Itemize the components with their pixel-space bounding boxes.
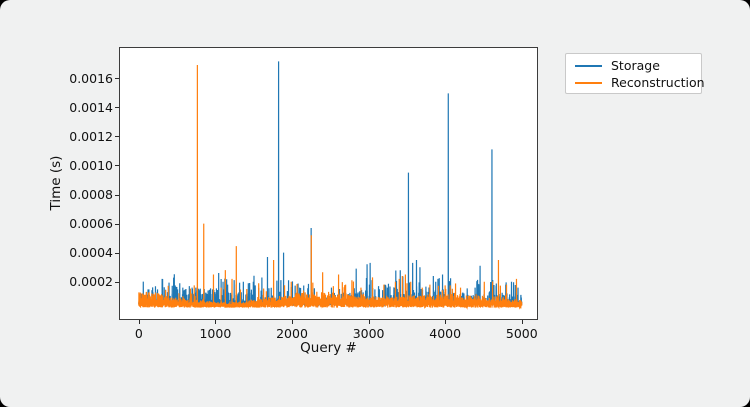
y-tick-label: 0.0008: [69, 187, 113, 202]
x-tick-label: 5000: [505, 326, 538, 341]
series-line-storage: [138, 61, 523, 308]
y-tick-label: 0.0012: [69, 128, 113, 144]
y-tick-label: 0.0014: [69, 99, 113, 115]
storage-line-swatch: [575, 65, 602, 67]
legend-label-reconstruction: Reconstruction: [611, 75, 705, 90]
y-tick-mark: [115, 165, 119, 167]
x-tick-mark: [521, 320, 523, 324]
chart-canvas: [138, 61, 523, 310]
x-tick-mark: [445, 320, 447, 324]
y-tick-label: 0.0016: [69, 70, 113, 86]
x-axis-label: Query #: [300, 340, 357, 356]
reconstruction-line-swatch: [575, 82, 602, 84]
y-tick-label: 0.0006: [69, 216, 113, 232]
legend: Storage Reconstruction: [565, 53, 705, 94]
x-tick-mark: [138, 320, 140, 324]
series-line-reconstruction: [138, 65, 523, 310]
x-tick-mark: [292, 320, 293, 324]
y-tick-mark: [115, 107, 119, 109]
y-tick-mark: [115, 252, 119, 254]
y-tick-label: 0.0004: [69, 245, 113, 261]
y-tick-mark: [115, 194, 119, 196]
x-tick-mark: [368, 320, 370, 324]
legend-item-storage: Storage: [575, 58, 701, 74]
y-tick-mark: [115, 136, 119, 138]
y-axis-label: Time (s): [48, 155, 64, 211]
plot-area: [119, 47, 538, 320]
legend-item-reconstruction: Reconstruction: [575, 75, 705, 91]
legend-label-storage: Storage: [611, 58, 660, 73]
x-tick-label: 2000: [276, 326, 308, 341]
x-tick-label: 0: [134, 326, 143, 341]
x-tick-label: 3000: [352, 326, 385, 341]
x-tick-label: 1000: [199, 326, 232, 341]
y-tick-label: 0.0010: [69, 157, 113, 173]
y-tick-label: 0.0002: [69, 274, 113, 290]
x-tick-label: 4000: [429, 326, 462, 341]
y-tick-mark: [115, 281, 119, 283]
x-tick-mark: [215, 320, 217, 324]
y-tick-mark: [115, 78, 119, 80]
y-tick-mark: [115, 223, 119, 225]
